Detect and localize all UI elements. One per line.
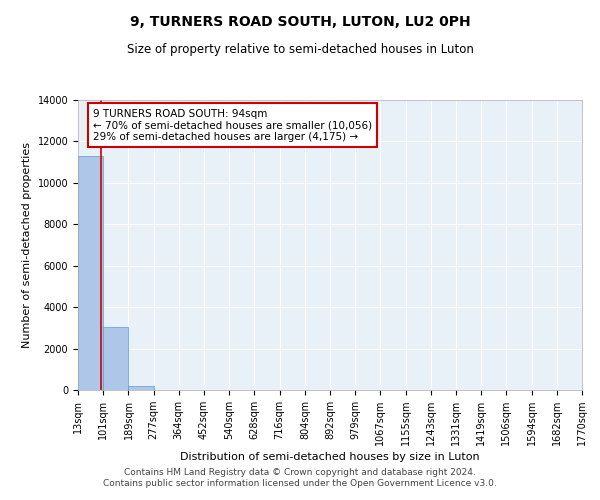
Text: Size of property relative to semi-detached houses in Luton: Size of property relative to semi-detach… [127, 42, 473, 56]
Text: 9, TURNERS ROAD SOUTH, LUTON, LU2 0PH: 9, TURNERS ROAD SOUTH, LUTON, LU2 0PH [130, 15, 470, 29]
Bar [78, 156, 103, 390]
Bar [103, 327, 128, 390]
Y-axis label: Number of semi-detached properties: Number of semi-detached properties [22, 142, 32, 348]
Text: 9 TURNERS ROAD SOUTH: 94sqm
← 70% of semi-detached houses are smaller (10,056)
2: 9 TURNERS ROAD SOUTH: 94sqm ← 70% of sem… [93, 108, 372, 142]
Bar [128, 386, 154, 390]
Text: Distribution of semi-detached houses by size in Luton: Distribution of semi-detached houses by … [180, 452, 480, 462]
Text: Contains HM Land Registry data © Crown copyright and database right 2024.
Contai: Contains HM Land Registry data © Crown c… [103, 468, 497, 487]
